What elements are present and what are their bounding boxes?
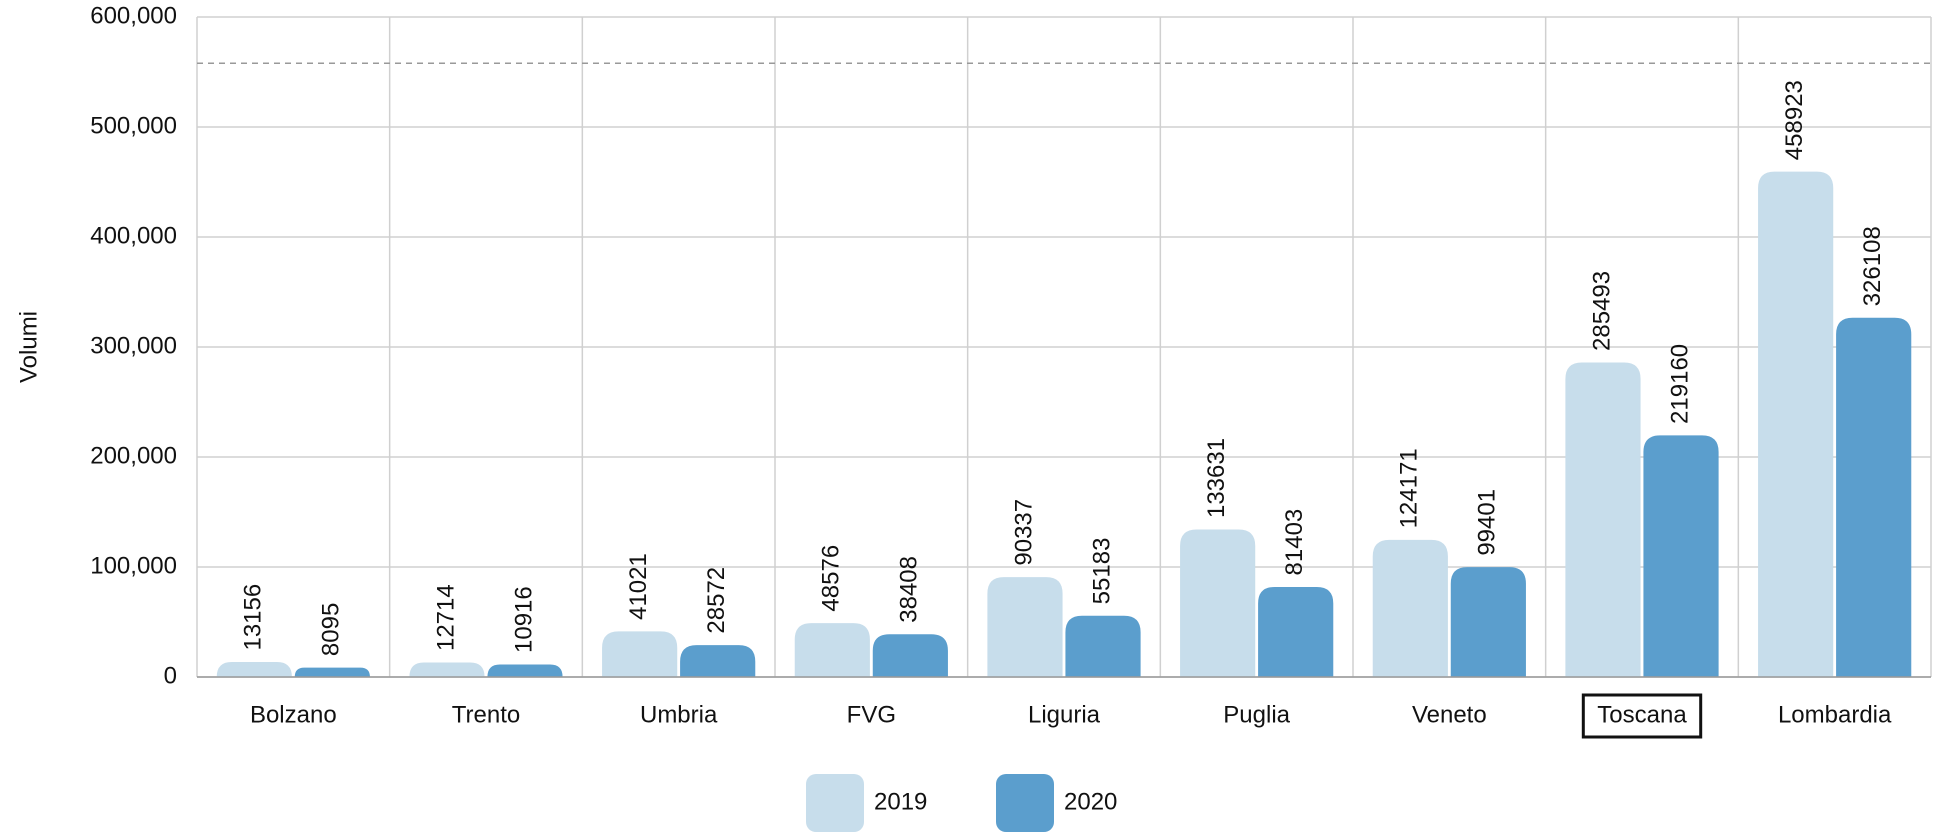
x-tick-label: Liguria [1028,701,1101,728]
bar [794,623,870,678]
value-label: 28572 [703,567,730,634]
y-tick-label: 0 [164,662,177,689]
value-label: 124171 [1396,448,1423,528]
x-tick-label: FVG [847,701,896,728]
bar [1450,567,1526,678]
bar [1643,435,1719,678]
y-tick-label: 400,000 [90,222,177,249]
x-tick-label: Bolzano [250,701,337,728]
value-label: 133631 [1203,438,1230,518]
bar [487,664,563,678]
bar [1065,615,1141,678]
value-label: 99401 [1474,489,1501,556]
legend-label: 2019 [874,788,927,815]
x-tick-label: Puglia [1223,701,1290,728]
value-label: 55183 [1088,538,1115,605]
value-label: 8095 [318,603,345,656]
y-tick-label: 300,000 [90,332,177,359]
value-label: 285493 [1588,271,1615,351]
value-label: 41021 [625,553,652,620]
bar [872,634,948,678]
value-label: 326108 [1859,226,1886,306]
value-label: 10916 [510,586,537,653]
legend-swatch [806,774,864,832]
value-label: 38408 [896,556,923,623]
bar [409,662,485,678]
bar [987,577,1063,678]
value-label: 48576 [818,545,845,612]
x-tick-label: Toscana [1597,701,1687,728]
bar [1836,317,1912,678]
value-label: 219160 [1666,344,1693,424]
bar [1372,539,1448,678]
bar [1258,586,1334,678]
legend-swatch [996,774,1054,832]
legend-label: 2020 [1064,788,1117,815]
value-label: 458923 [1781,80,1808,160]
y-tick-label: 200,000 [90,442,177,469]
bar [1180,529,1256,678]
bar [216,662,292,678]
bar [680,645,756,678]
x-tick-label: Trento [452,701,520,728]
value-label: 12714 [432,584,459,651]
value-label: 13156 [240,584,267,651]
value-label: 81403 [1281,509,1308,576]
bar [1758,171,1834,678]
x-tick-label: Lombardia [1778,701,1892,728]
y-tick-label: 100,000 [90,552,177,579]
bar [294,667,370,678]
value-label: 90337 [1010,499,1037,566]
y-tick-label: 500,000 [90,112,177,139]
y-axis-title: Volumi [15,311,42,383]
bar [602,631,678,678]
y-tick-label: 600,000 [90,2,177,29]
highlight-box [1581,693,1703,739]
bar [1565,362,1641,678]
x-tick-label: Umbria [640,701,718,728]
x-tick-label: Veneto [1412,701,1487,728]
